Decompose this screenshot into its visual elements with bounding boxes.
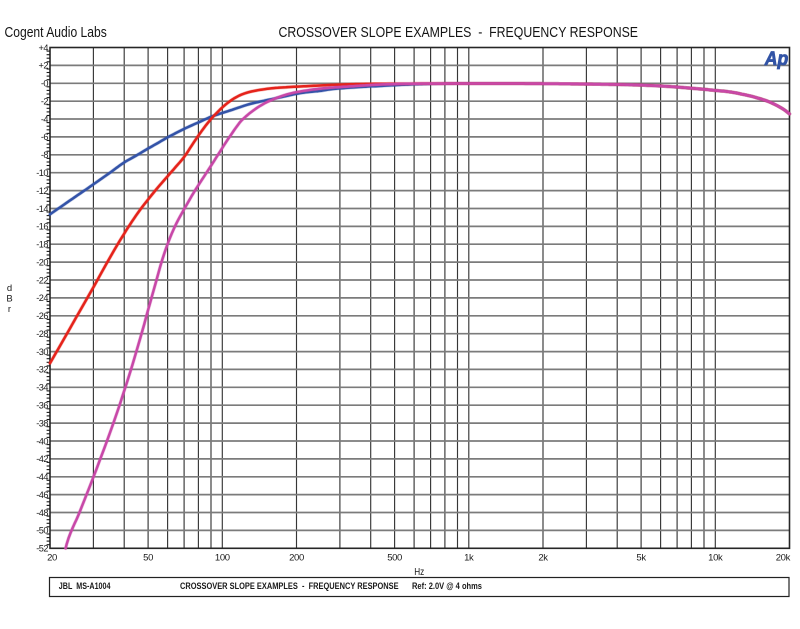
svg-text:B: B: [6, 294, 12, 305]
svg-text:500: 500: [387, 553, 402, 564]
svg-text:-16: -16: [36, 222, 48, 232]
svg-text:d: d: [7, 283, 12, 294]
svg-text:-48: -48: [36, 508, 48, 518]
svg-text:50: 50: [143, 553, 153, 564]
svg-text:+4: +4: [39, 43, 49, 53]
svg-text:Cogent Audio Labs: Cogent Audio Labs: [5, 24, 108, 41]
svg-text:-46: -46: [36, 490, 48, 500]
svg-text:-40: -40: [36, 436, 48, 446]
svg-text:Hz: Hz: [414, 567, 424, 578]
svg-text:-8: -8: [41, 150, 49, 160]
svg-text:10k: 10k: [708, 553, 723, 564]
svg-text:20: 20: [47, 553, 57, 564]
svg-text:-50: -50: [36, 526, 48, 536]
svg-text:-10: -10: [36, 168, 48, 178]
svg-text:+2: +2: [39, 61, 49, 71]
svg-text:JBL MS-A1004: JBL MS-A1004: [59, 581, 111, 592]
svg-text:-24: -24: [36, 293, 48, 303]
svg-text:20k: 20k: [776, 553, 791, 564]
svg-text:-2: -2: [41, 97, 49, 107]
svg-text:-18: -18: [36, 240, 48, 250]
svg-text:-34: -34: [36, 383, 48, 393]
svg-text:-0: -0: [41, 79, 49, 89]
svg-text:200: 200: [289, 553, 304, 564]
svg-text:Ref: 2.0V @ 4 ohms: Ref: 2.0V @ 4 ohms: [412, 581, 482, 592]
svg-text:CROSSOVER SLOPE EXAMPLES - F: CROSSOVER SLOPE EXAMPLES - FREQUENCY RES…: [279, 25, 639, 41]
svg-text:2k: 2k: [538, 553, 548, 564]
svg-text:-36: -36: [36, 401, 48, 411]
svg-text:-22: -22: [36, 275, 48, 285]
svg-text:r: r: [8, 304, 11, 315]
svg-text:1k: 1k: [464, 553, 474, 564]
svg-text:Ap: Ap: [764, 48, 788, 70]
svg-text:-26: -26: [36, 311, 48, 321]
svg-text:-4: -4: [41, 114, 49, 124]
svg-text:-52: -52: [36, 544, 48, 554]
svg-text:-32: -32: [36, 365, 48, 375]
svg-text:-14: -14: [36, 204, 48, 214]
svg-text:-44: -44: [36, 472, 48, 482]
svg-text:100: 100: [215, 553, 230, 564]
svg-text:CROSSOVER SLOPE EXAMPLES - F: CROSSOVER SLOPE EXAMPLES - FREQUENCY RES…: [180, 581, 399, 592]
svg-text:-12: -12: [36, 186, 48, 196]
svg-text:-38: -38: [36, 418, 48, 428]
svg-text:-6: -6: [41, 132, 49, 142]
svg-text:5k: 5k: [636, 553, 646, 564]
svg-text:-20: -20: [36, 257, 48, 267]
svg-text:-42: -42: [36, 454, 48, 464]
svg-text:-30: -30: [36, 347, 48, 357]
svg-text:-28: -28: [36, 329, 48, 339]
